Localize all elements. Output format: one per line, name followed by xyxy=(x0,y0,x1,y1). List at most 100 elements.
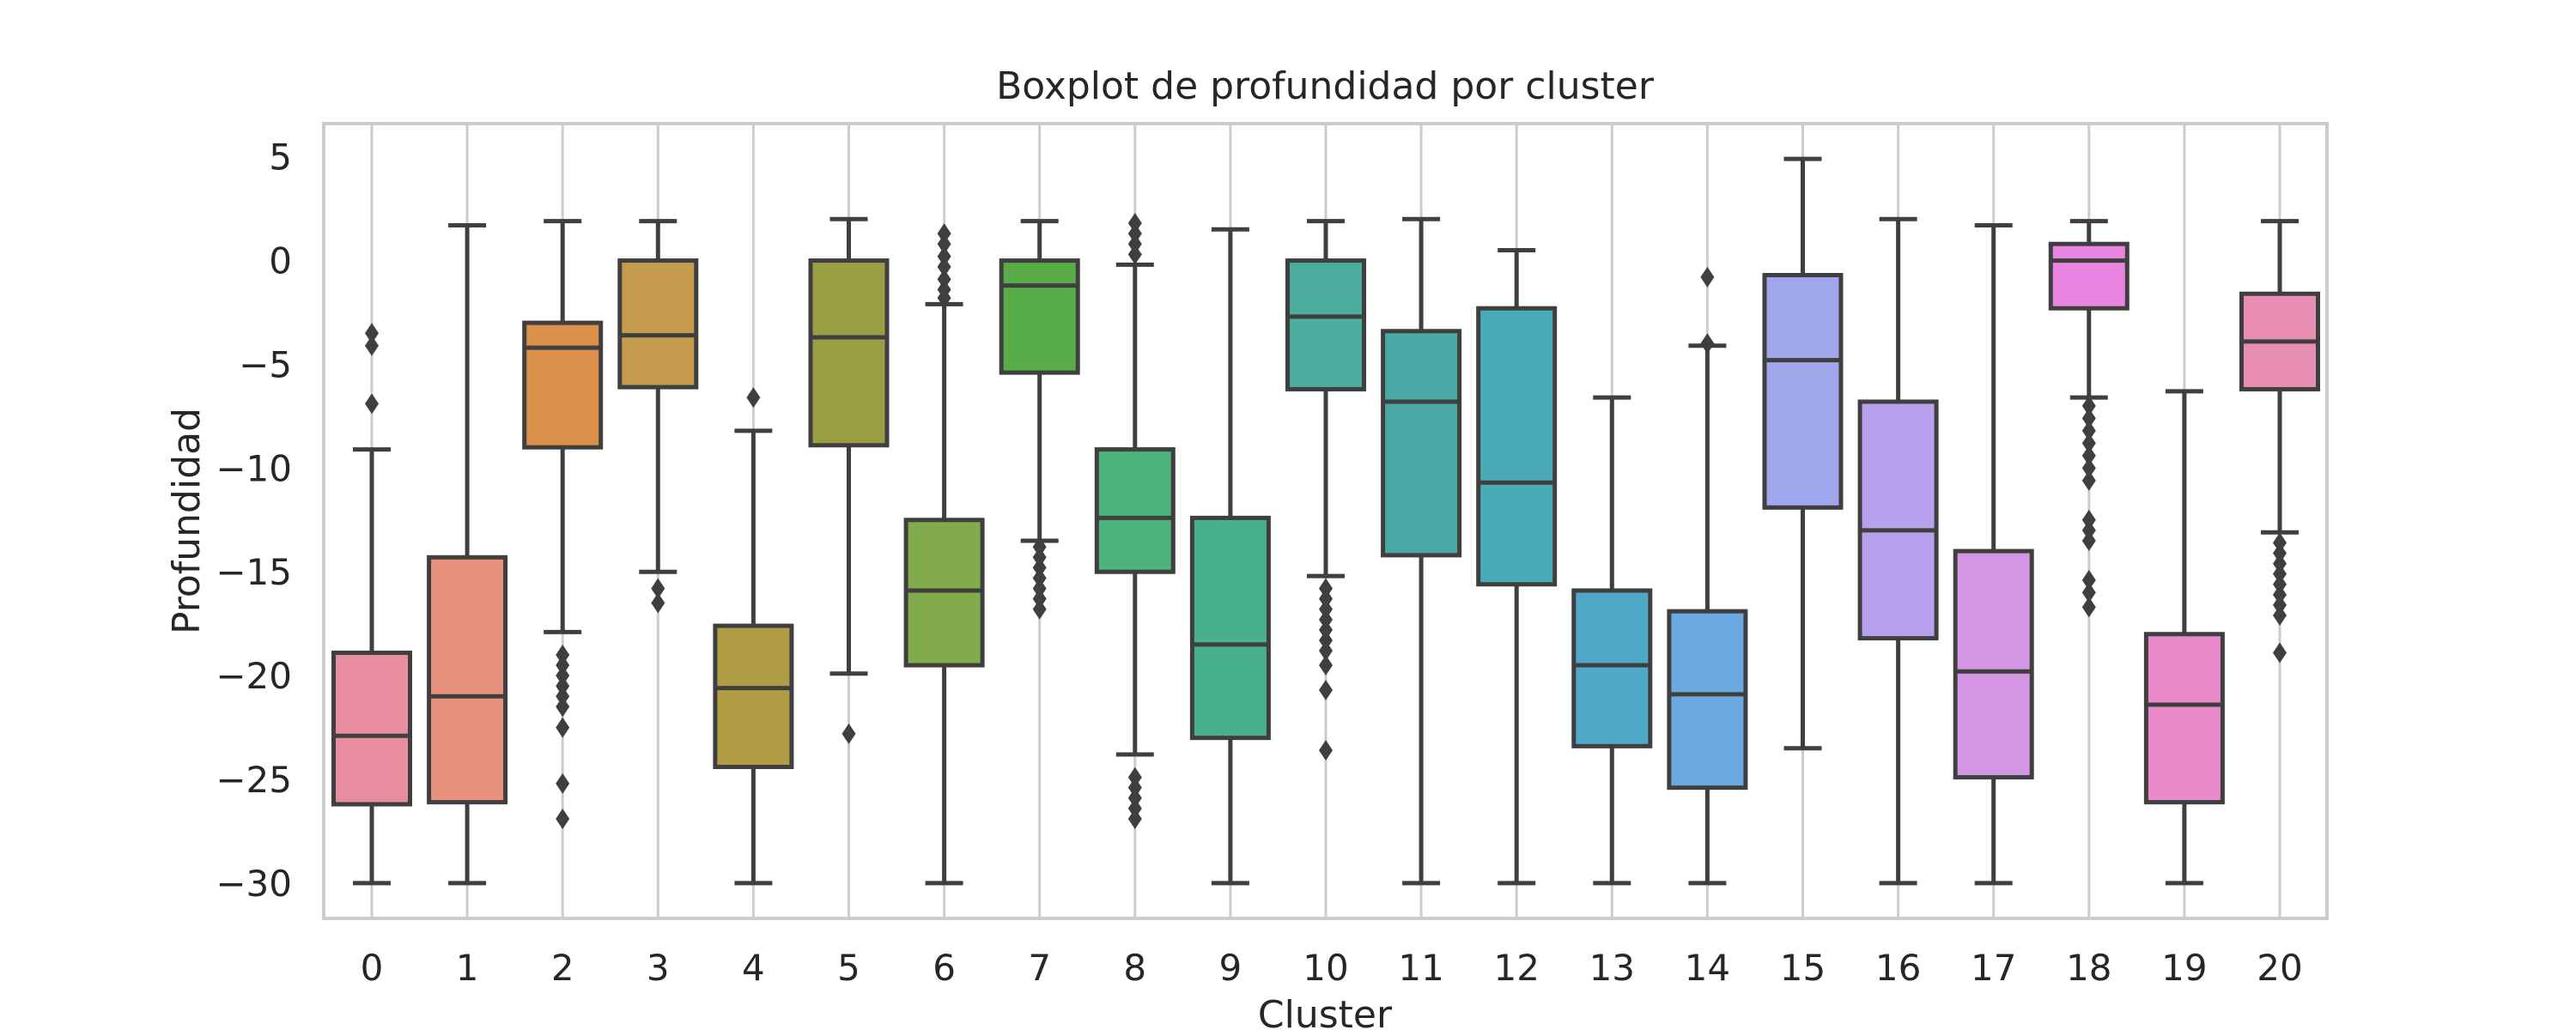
outlier-marker xyxy=(556,676,570,697)
outlier-marker xyxy=(1127,233,1142,255)
outlier-marker xyxy=(1319,609,1333,630)
x-axis-label: Cluster xyxy=(1258,993,1393,1030)
box-cluster-19 xyxy=(2143,389,2225,886)
iqr-box xyxy=(2143,632,2225,805)
outlier-marker xyxy=(1319,630,1333,651)
box-cluster-11 xyxy=(1381,216,1462,886)
outlier-marker xyxy=(1127,777,1142,798)
iqr-box xyxy=(808,258,890,448)
outlier-marker xyxy=(937,256,951,277)
outlier-marker xyxy=(2273,542,2287,564)
outlier-marker xyxy=(2273,605,2287,627)
outlier-marker xyxy=(2273,573,2287,595)
outlier-marker xyxy=(2273,553,2287,574)
outlier-marker xyxy=(556,644,570,665)
outlier-marker xyxy=(556,808,570,829)
x-tick-label: 18 xyxy=(2066,947,2111,989)
outlier-marker xyxy=(1032,588,1047,609)
outlier-marker xyxy=(2081,569,2096,591)
x-axis-ticks: 0 1 2 3 4 5 6 7 8 9 10 11 12 13 14 15 16 17 18 19 20 xyxy=(361,947,2303,989)
y-axis-ticks: 5 0 −5 −10 −15 −20 −25 −30 xyxy=(216,136,292,905)
iqr-box xyxy=(331,651,412,807)
outlier-marker xyxy=(1032,567,1047,589)
outlier-marker xyxy=(2273,563,2287,585)
outlier-marker xyxy=(1319,588,1333,609)
plot-frame xyxy=(322,122,2329,920)
box-cluster-6 xyxy=(903,223,985,886)
outlier-marker xyxy=(365,323,379,344)
outlier-marker xyxy=(556,696,570,718)
x-tick-label: 16 xyxy=(1875,947,1921,989)
outlier-marker xyxy=(1127,766,1142,788)
iqr-box xyxy=(1476,306,1558,587)
outlier-marker xyxy=(937,269,951,290)
box-cluster-2 xyxy=(522,219,604,829)
outlier-marker xyxy=(746,387,761,409)
outlier-marker xyxy=(2081,470,2096,491)
box-cluster-18 xyxy=(2048,219,2129,618)
outlier-marker xyxy=(2081,408,2096,429)
box-cluster-8 xyxy=(1094,213,1176,829)
iqr-box xyxy=(2048,241,2129,311)
outlier-marker xyxy=(1032,598,1047,620)
iqr-box xyxy=(617,258,699,390)
x-tick-label: 2 xyxy=(551,947,574,989)
outlier-marker xyxy=(2273,532,2287,554)
outlier-marker xyxy=(2273,594,2287,615)
outlier-marker xyxy=(365,335,379,356)
y-tick-label: −5 xyxy=(239,343,292,385)
outlier-marker xyxy=(556,772,570,794)
outlier-marker xyxy=(1032,536,1047,558)
outlier-marker xyxy=(1127,223,1142,245)
box-cluster-4 xyxy=(713,387,794,886)
outlier-marker xyxy=(651,578,665,599)
boxes-layer xyxy=(331,156,2320,886)
y-axis-label: Profundidad xyxy=(165,408,209,634)
outlier-marker xyxy=(1700,333,1715,354)
box-cluster-5 xyxy=(808,216,890,744)
iqr-box xyxy=(427,554,508,805)
outlier-marker xyxy=(2081,519,2096,541)
outlier-marker xyxy=(1319,640,1333,662)
outlier-marker xyxy=(2273,642,2287,663)
x-tick-label: 9 xyxy=(1219,947,1242,989)
box-cluster-17 xyxy=(1953,222,2034,886)
outlier-marker xyxy=(2081,433,2096,454)
iqr-box xyxy=(999,258,1080,375)
box-cluster-3 xyxy=(617,219,699,614)
iqr-box xyxy=(1285,258,1366,391)
outlier-marker xyxy=(365,393,379,415)
outlier-marker xyxy=(2081,530,2096,551)
outlier-marker xyxy=(651,592,665,614)
outlier-marker xyxy=(1700,266,1715,288)
x-tick-label: 4 xyxy=(742,947,765,989)
outlier-marker xyxy=(2081,420,2096,441)
y-tick-label: 0 xyxy=(269,240,292,282)
outlier-marker xyxy=(1127,213,1142,234)
outlier-marker xyxy=(556,655,570,676)
outlier-marker xyxy=(841,723,856,744)
outlier-marker xyxy=(937,233,951,255)
box-cluster-14 xyxy=(1667,266,1748,886)
y-tick-label: −20 xyxy=(216,655,292,697)
iqr-box xyxy=(522,320,604,450)
x-tick-label: 6 xyxy=(933,947,956,989)
y-tick-label: −25 xyxy=(216,759,292,801)
box-cluster-15 xyxy=(1762,156,1844,751)
y-tick-label: −10 xyxy=(216,447,292,489)
outlier-marker xyxy=(2081,457,2096,479)
outlier-marker xyxy=(2081,582,2096,603)
x-tick-label: 15 xyxy=(1780,947,1826,989)
outlier-marker xyxy=(1319,740,1333,761)
box-cluster-10 xyxy=(1285,219,1366,761)
x-tick-label: 3 xyxy=(647,947,670,989)
outlier-marker xyxy=(2273,584,2287,605)
outlier-marker xyxy=(556,665,570,687)
outlier-marker xyxy=(1127,808,1142,829)
outlier-marker xyxy=(1127,787,1142,809)
iqr-box xyxy=(1953,548,2034,780)
box-cluster-9 xyxy=(1189,227,1271,886)
outlier-marker xyxy=(937,288,951,309)
